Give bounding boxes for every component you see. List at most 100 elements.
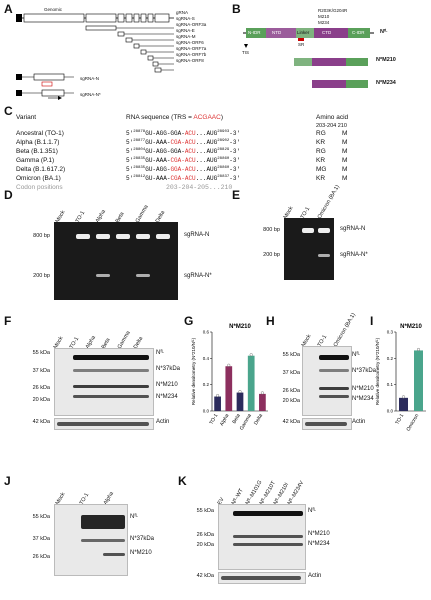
marker-label: 26 kDa [282, 388, 300, 394]
chart-g-category-label: TO-1 [208, 413, 219, 426]
band-label: N*M210 [156, 382, 178, 388]
rna-sequence: 5'28877GU-AAA-CGA-ACU...AUG28902-3' [126, 139, 316, 146]
rna-sequence: 5'28835GU-AGG-GGA-ACU...AUG28860-3' [126, 166, 316, 173]
header-rna: RNA sequence (TRS = ACGAAC) [126, 114, 224, 121]
seq-part: ...AUG [195, 139, 218, 146]
band-label: N*M234 [156, 394, 178, 400]
seq-prime: -3' [229, 139, 241, 146]
chart-g-bar [225, 366, 233, 411]
chart-g-point [238, 390, 242, 394]
marker-label: 20 kDa [32, 397, 50, 403]
panel-label-b: B [232, 2, 241, 16]
panel-label-i: I [370, 314, 374, 328]
seq-prime: 5' [126, 175, 134, 182]
transcript-label: sgRNA-S [176, 16, 195, 21]
western-blot-k [218, 504, 306, 570]
panel-label-e: E [232, 188, 241, 202]
chart-i-ytick-label: 0.1 [387, 382, 394, 387]
rna-sequence: 5'28804GU-AGG-GGA-ACU...AUG28829-3' [126, 148, 316, 155]
band-label: sgRNA-N* [340, 252, 368, 258]
panel-label-k: K [178, 474, 187, 488]
chart-i-ytick-label: 0.3 [387, 330, 394, 335]
band-label: sgRNA-N [340, 226, 366, 232]
chart-i-category-label: Omicron [406, 413, 421, 433]
chart-g-category-label: Delta [253, 413, 264, 426]
chart-i-title: N*M210 [400, 324, 422, 330]
aa-210: M [342, 139, 348, 146]
band-label: N*M234 [308, 541, 330, 547]
agarose-gel-d [54, 222, 178, 300]
seq-end: 28829 [217, 148, 230, 152]
aa-210: M [342, 157, 348, 164]
aa-210: M [342, 175, 348, 182]
bar-chart-g: N*M210 Relative densitometry (N*210/Nᶠᴸ) 0… [191, 324, 268, 431]
marker-label: 42 kDa [196, 573, 214, 579]
marker-label: 800 bp [263, 227, 280, 233]
band-label: Actin [308, 573, 322, 579]
chart-i-ytick-label: 0.0 [387, 409, 394, 414]
chart-g-bar [259, 393, 266, 411]
seq-trs: CGA-ACU [170, 139, 196, 146]
chart-g-bar [214, 396, 221, 411]
rna-sequence: 5'28835GU-AAA-CGA-ACU...AUG28860-3' [126, 157, 316, 164]
western-blot-k-actin [218, 572, 306, 584]
seq-part: ...AUG [195, 166, 218, 173]
marker-label: 37 kDa [32, 536, 50, 542]
panel-label-c: C [4, 104, 13, 118]
chart-g-point [216, 394, 220, 398]
band-label: Nᶠᴸ [156, 350, 164, 356]
transcript-label: sgRNA-M [176, 34, 196, 39]
seq-start: 28835 [133, 166, 146, 170]
seq-trs: CGA-ACU [170, 157, 196, 164]
chart-i-ytick-label: 0.2 [387, 356, 394, 361]
seq-prime: 5' [126, 157, 134, 164]
seq-end: 28860 [217, 157, 230, 161]
chart-i-category-label: TO-1 [394, 413, 405, 426]
domain-label: CTD [322, 30, 332, 35]
transcript-label-sgrna-n: sgRNA-N [80, 76, 100, 81]
seq-prime: -3' [229, 148, 241, 155]
marker-label: 20 kDa [282, 398, 300, 404]
chart-g-title: N*M210 [229, 324, 251, 330]
table-row: Beta (B.1.351) 5'28804GU-AGG-GGA-ACU...AU… [16, 148, 426, 157]
seq-end: 28837 [217, 175, 230, 179]
marker-label: 26 kDa [32, 385, 50, 391]
western-blot-f [54, 348, 154, 416]
marker-label: 26 kDa [196, 532, 214, 538]
codon-label: Codon positions [16, 184, 63, 191]
codon-positions: 203-204-205...210 [166, 184, 233, 191]
chart-g-ylabel: Relative densitometry (N*210/Nᶠᴸ) [191, 337, 196, 405]
seq-part: GU-AAA- [145, 157, 171, 164]
chart-g-ytick-label: 0.6 [203, 330, 210, 335]
n-m234-label: N*M234 [376, 80, 396, 86]
chart-g-point [227, 363, 231, 367]
western-blot-h-actin [302, 418, 352, 430]
band-label: Nᶠᴸ [130, 514, 138, 520]
variant-name: Delta (B.1.617.2) [16, 166, 66, 173]
transcript-label: sgRNA-ORF6 [176, 40, 204, 45]
seq-part: GU-AAA- [145, 175, 171, 182]
seq-start: 28835 [133, 157, 146, 161]
marker-label: 37 kDa [282, 370, 300, 376]
band-label: Nᶠᴸ [308, 508, 316, 514]
mutation-label: R203K/G204R [318, 8, 348, 13]
lane-label: Omicron (BA.1) [332, 312, 357, 348]
chart-g-ytick-label: 0.0 [203, 409, 210, 414]
seq-start: 28877 [133, 139, 146, 143]
aa-210: M [342, 148, 348, 155]
chart-g-category-label: Alpha [219, 413, 231, 427]
transcript-label-sgrna-n-star: sgRNA-N* [80, 92, 101, 97]
transcript-label-list: gRNA sgRNA-S sgRNA-ORF3a sgRNA-E sgRNA-M… [176, 10, 236, 64]
band-label: N*M210 [130, 550, 152, 556]
seq-prime: -3' [229, 157, 241, 164]
tis-label: TIS [242, 50, 250, 55]
n-protein-domain-diagram [243, 28, 374, 88]
chart-i-point [402, 395, 406, 399]
seq-start: 28812 [133, 175, 146, 179]
genome-transcript-diagram [16, 13, 174, 100]
chart-g-bar [247, 355, 255, 411]
table-row: Omicron (BA.1) 5'28812GU-AAA-CGA-ACU...AU… [16, 175, 426, 184]
seq-prime: 5' [126, 130, 134, 137]
seq-end: 28903 [217, 130, 230, 134]
marker-label: 37 kDa [32, 368, 50, 374]
